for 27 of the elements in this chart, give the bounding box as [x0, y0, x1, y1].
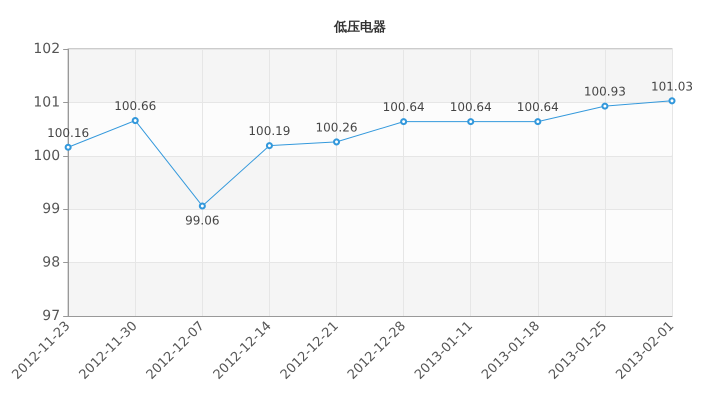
data-label: 101.03	[651, 79, 693, 94]
y-tick-label: 98	[42, 254, 60, 271]
data-label: 99.06	[185, 213, 220, 228]
point	[64, 144, 72, 151]
y-tick-label: 99	[42, 201, 60, 218]
point	[668, 97, 676, 104]
data-label: 100.64	[382, 100, 425, 114]
y-tick-label: 97	[42, 308, 60, 324]
data-label: 100.26	[316, 120, 358, 134]
data-label: 100.93	[584, 84, 626, 99]
y-tick-label: 100	[33, 148, 60, 164]
y-tick-label: 102	[33, 41, 60, 57]
data-label: 100.64	[450, 100, 492, 114]
point	[333, 138, 340, 146]
data-label: 100.66	[114, 99, 156, 114]
point	[198, 202, 206, 210]
point	[266, 142, 273, 150]
chart-title: 低压电器	[333, 20, 386, 35]
point	[132, 117, 139, 124]
y-tick-label: 101	[33, 94, 60, 110]
data-label: 100.19	[248, 124, 290, 138]
point	[534, 118, 542, 126]
data-label: 100.64	[516, 100, 559, 114]
point	[601, 102, 608, 110]
point	[400, 118, 408, 126]
point	[467, 118, 474, 126]
data-label: 100.16	[47, 126, 90, 140]
